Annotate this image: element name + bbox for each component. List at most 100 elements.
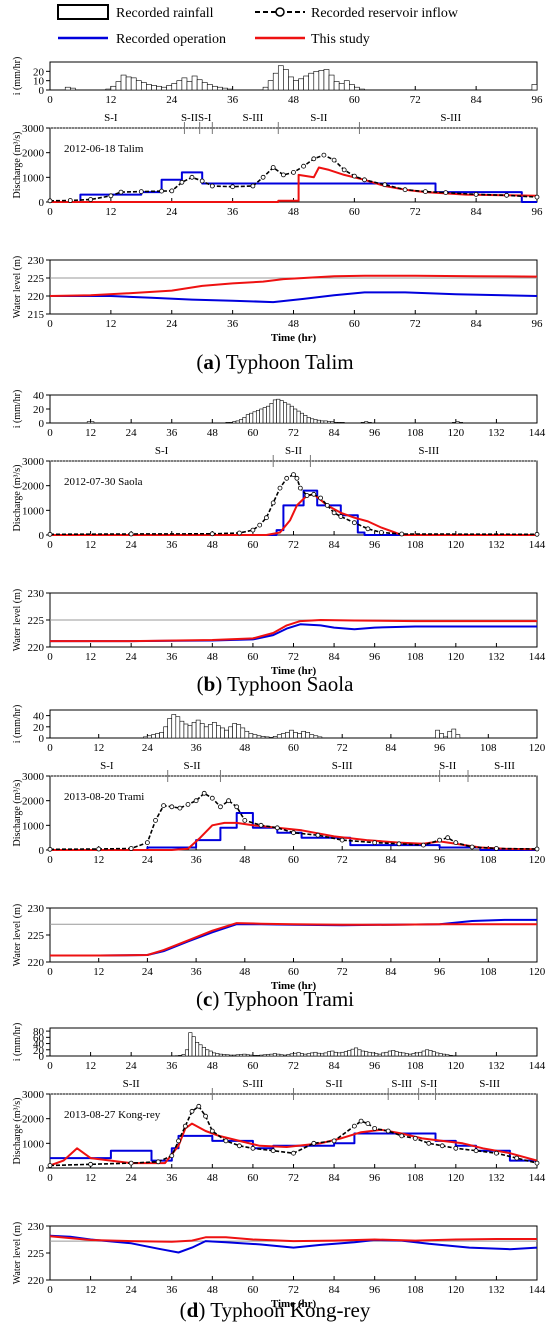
study-line [50, 821, 538, 851]
inflow-marker [385, 1128, 391, 1134]
panel-a-caption: (a) Typhoon Talim [196, 350, 354, 374]
discharge-xtick-label: 84 [471, 206, 483, 218]
stage-label: S-III [332, 760, 353, 772]
inflow-marker [331, 510, 337, 516]
level-axis-label: Water level (m) [12, 1222, 23, 1285]
level-xtick-label: 84 [329, 651, 341, 663]
discharge-xtick-label: 96 [369, 539, 381, 551]
rain-bar [186, 81, 193, 91]
rain-axis-label: i (mm/hr) [12, 1023, 23, 1062]
level-ytick-label: 230 [28, 903, 45, 915]
panel-c-caption: (c) Typhoon Trami [195, 987, 354, 1011]
rain-bar [451, 728, 457, 739]
inflow-marker [301, 163, 307, 169]
rain-bar [252, 411, 257, 424]
discharge-ytick-label: 2000 [22, 1114, 45, 1126]
inflow-marker [169, 1153, 175, 1159]
rain-bar [269, 403, 274, 424]
rain-xtick-label: 108 [407, 427, 424, 439]
rain-bar [225, 421, 230, 424]
rain-bar [215, 1053, 220, 1057]
rain-bar [347, 1050, 352, 1057]
rain-bar [166, 85, 173, 91]
rain-bar [340, 1051, 345, 1057]
rain-bar [288, 76, 294, 91]
stage-label: S-III [243, 1078, 264, 1090]
rain-bar [198, 1044, 203, 1057]
stage-label: S-II [326, 1078, 343, 1090]
level-xtick-label: 12 [93, 966, 104, 978]
rain-bar [178, 1055, 183, 1057]
discharge-ytick-label: 3000 [22, 123, 45, 135]
rain-bar [125, 76, 132, 91]
rain-bar [350, 1048, 355, 1057]
rain-bar [340, 421, 345, 424]
rain-xtick-label: 60 [349, 94, 361, 106]
level-study-line [49, 274, 538, 297]
inflow-marker [304, 493, 310, 498]
inflow-marker [331, 1138, 337, 1144]
inflow-marker [203, 1113, 209, 1119]
rain-bar [323, 1052, 328, 1057]
inflow-marker [321, 152, 327, 158]
rain-ytick-label: 40 [33, 390, 45, 402]
inflow-marker [445, 835, 451, 841]
inflow-line [49, 154, 538, 202]
rain-bar [320, 1053, 325, 1057]
rain-bar [216, 725, 221, 739]
rain-xtick-label: 108 [407, 1060, 424, 1072]
discharge-ytick-label: 1000 [22, 1138, 45, 1150]
rain-bar [175, 716, 181, 739]
inflow-marker [315, 832, 321, 838]
discharge-xtick-label: 108 [480, 854, 497, 866]
rain-bar [208, 1050, 213, 1057]
level-ytick-label: 220 [28, 291, 45, 303]
inflow-marker [372, 840, 378, 846]
legend: Recorded rainfall Recorded reservoir inf… [57, 4, 459, 47]
rain-bar [293, 408, 298, 424]
inflow-marker [144, 840, 150, 846]
inflow-marker [378, 530, 384, 535]
level-xtick-label: 72 [288, 651, 299, 663]
inflow-marker [263, 515, 269, 521]
stage-label: S-I [100, 760, 114, 772]
rain-bar [320, 420, 325, 424]
rain-bar [187, 725, 193, 739]
level-xtick-label: 96 [369, 1284, 381, 1296]
rain-bar [338, 83, 345, 91]
rain-bar [264, 736, 270, 739]
legend-operation-label: Recorded operation [116, 32, 226, 47]
level-xtick-label: 60 [288, 966, 300, 978]
inflow-marker [236, 1143, 242, 1149]
rain-xtick-label: 96 [369, 427, 381, 439]
level-xtick-label: 48 [288, 318, 300, 330]
rain-bar [201, 82, 208, 91]
discharge-axis-label: Discharge (m³/s) [12, 465, 23, 532]
rain-bar [303, 75, 310, 91]
level-xtick-label: 96 [532, 318, 544, 330]
inflow-marker [351, 520, 357, 526]
rain-bar [309, 734, 315, 739]
inflow-marker [67, 198, 73, 203]
rain-bar [394, 1051, 399, 1057]
discharge-ytick-label: 3000 [22, 1089, 45, 1101]
level-xtick-label: 24 [142, 966, 154, 978]
rain-bar [323, 69, 330, 91]
rain-bar [367, 1051, 372, 1057]
rain-bar [285, 732, 290, 739]
level-xtick-label: 108 [407, 651, 424, 663]
operation-line [50, 171, 537, 203]
stage-label: S-II [439, 760, 456, 772]
inflow-marker [138, 189, 144, 195]
rain-bar [330, 1050, 335, 1057]
inflow-marker [169, 804, 175, 810]
inflow-marker [382, 182, 388, 188]
inflow-marker [270, 1148, 276, 1154]
inflow-marker [47, 1163, 53, 1168]
inflow-marker [365, 526, 371, 532]
inflow-marker [196, 1103, 202, 1109]
inflow-marker [155, 1159, 161, 1165]
inflow-marker [209, 1128, 215, 1134]
rain-bar [86, 421, 91, 424]
